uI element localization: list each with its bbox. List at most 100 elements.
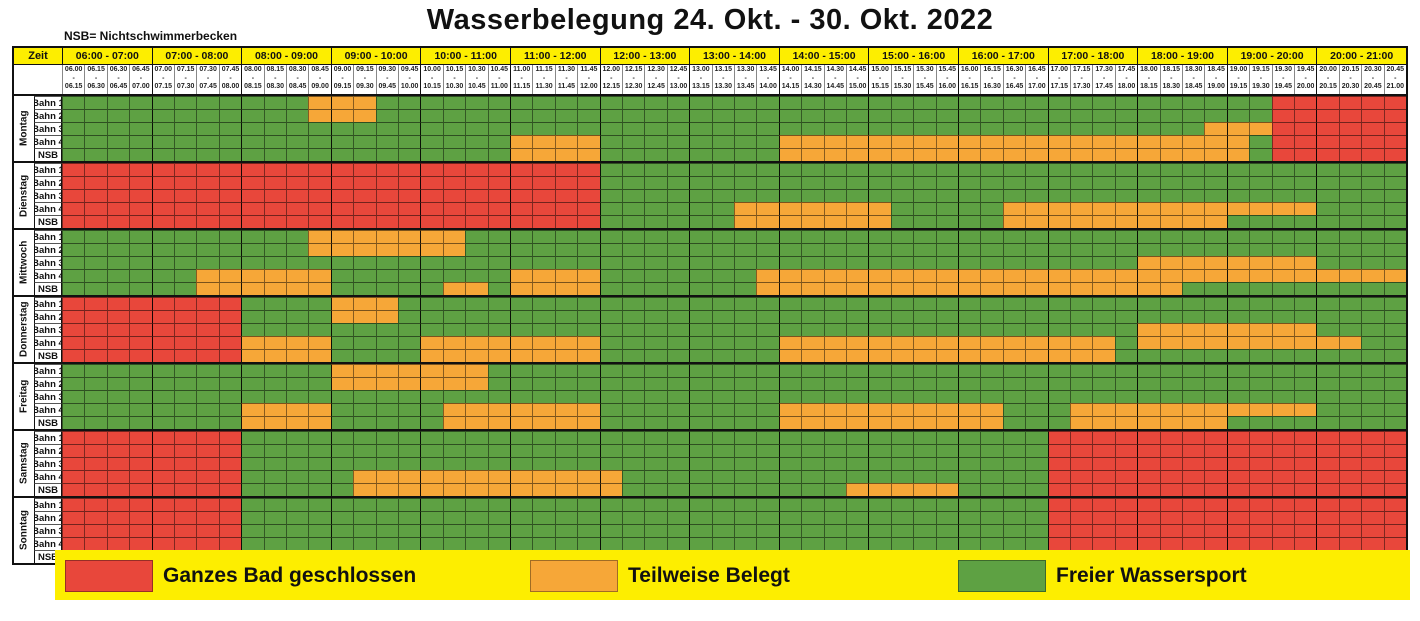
time-slot [330, 431, 354, 444]
time-slot [1293, 297, 1317, 310]
time-slot [1271, 377, 1294, 390]
time-slot [420, 215, 443, 228]
time-slot [1226, 483, 1250, 496]
time-slot [577, 163, 600, 176]
time-slot [1002, 189, 1026, 202]
time-slot [375, 364, 398, 377]
time-slot [1092, 364, 1115, 377]
time-slot [1159, 310, 1182, 323]
time-slot [957, 416, 981, 429]
time-slot [1069, 511, 1093, 524]
time-slot [487, 230, 510, 243]
time-slot [1114, 297, 1138, 310]
time-slot [778, 431, 802, 444]
time-slot [330, 416, 354, 429]
time-slot [487, 163, 510, 176]
time-slot [330, 163, 354, 176]
time-slot [935, 457, 958, 470]
time-slot [353, 310, 376, 323]
time-slot [353, 431, 376, 444]
time-slot [801, 524, 824, 537]
time-slot [151, 377, 174, 390]
time-slot [62, 310, 85, 323]
time-slot [1025, 336, 1048, 349]
time-slot [151, 163, 174, 176]
time-slot [129, 524, 152, 537]
time-slot [1249, 416, 1272, 429]
time-slot [1181, 269, 1205, 282]
time-slot [532, 336, 555, 349]
time-slot [554, 377, 578, 390]
time-slot [353, 377, 376, 390]
time-slot [353, 336, 376, 349]
time-slot [1316, 109, 1339, 122]
time-slot [957, 498, 981, 511]
time-slot [845, 444, 869, 457]
time-slot [173, 444, 197, 457]
time-slot [1137, 336, 1160, 349]
time-slot [1383, 243, 1406, 256]
time-slot [1069, 122, 1093, 135]
time-slot [733, 215, 757, 228]
time-slot [330, 109, 354, 122]
time-slot [218, 483, 242, 496]
time-slot [957, 243, 981, 256]
time-slot [1361, 282, 1384, 295]
time-slot [465, 364, 488, 377]
time-slot [62, 163, 85, 176]
time-slot [733, 96, 757, 109]
time-slot [1114, 349, 1138, 362]
time-slot [353, 148, 376, 161]
time-slot [1092, 483, 1115, 496]
time-slot [1271, 390, 1294, 403]
time-slot [241, 336, 264, 349]
time-slot [1361, 122, 1384, 135]
time-slot [487, 269, 510, 282]
time-slot [1226, 498, 1250, 511]
time-slot [465, 96, 488, 109]
time-slot [778, 297, 802, 310]
time-slot [62, 189, 85, 202]
time-slot [1204, 431, 1227, 444]
time-slot [62, 282, 85, 295]
time-slot [621, 403, 645, 416]
time-slot [397, 122, 421, 135]
time-slot [1361, 243, 1384, 256]
time-slot [173, 498, 197, 511]
time-slot [1025, 349, 1048, 362]
legend-swatch-closed [65, 560, 153, 592]
time-slot [1047, 215, 1070, 228]
time-slot [1025, 483, 1048, 496]
time-slot [1293, 256, 1317, 269]
time-slot [62, 109, 85, 122]
time-slot [330, 524, 354, 537]
time-slot [1181, 537, 1205, 550]
time-slot [935, 189, 958, 202]
time-slot [913, 470, 936, 483]
time-slot [487, 202, 510, 215]
time-slot [577, 444, 600, 457]
time-slot [935, 202, 958, 215]
time-slot [1226, 202, 1250, 215]
time-slot [196, 537, 219, 550]
time-slot [845, 524, 869, 537]
time-slot [420, 444, 443, 457]
time-slot [711, 483, 734, 496]
time-slot [241, 256, 264, 269]
time-slot [1204, 498, 1227, 511]
time-slot [308, 215, 331, 228]
time-slot [509, 390, 533, 403]
time-slot [689, 230, 712, 243]
time-slot [1025, 323, 1048, 336]
time-slot [1271, 310, 1294, 323]
lane-label: Bahn 1 [34, 163, 62, 176]
time-slot [554, 230, 578, 243]
time-slot [1025, 230, 1048, 243]
time-slot [913, 349, 936, 362]
time-slot [845, 176, 869, 189]
time-slot [957, 336, 981, 349]
time-slot [1181, 323, 1205, 336]
time-slot [733, 122, 757, 135]
time-slot [1181, 163, 1205, 176]
quarter-header-cell: 14.45-15.00 [845, 65, 868, 94]
